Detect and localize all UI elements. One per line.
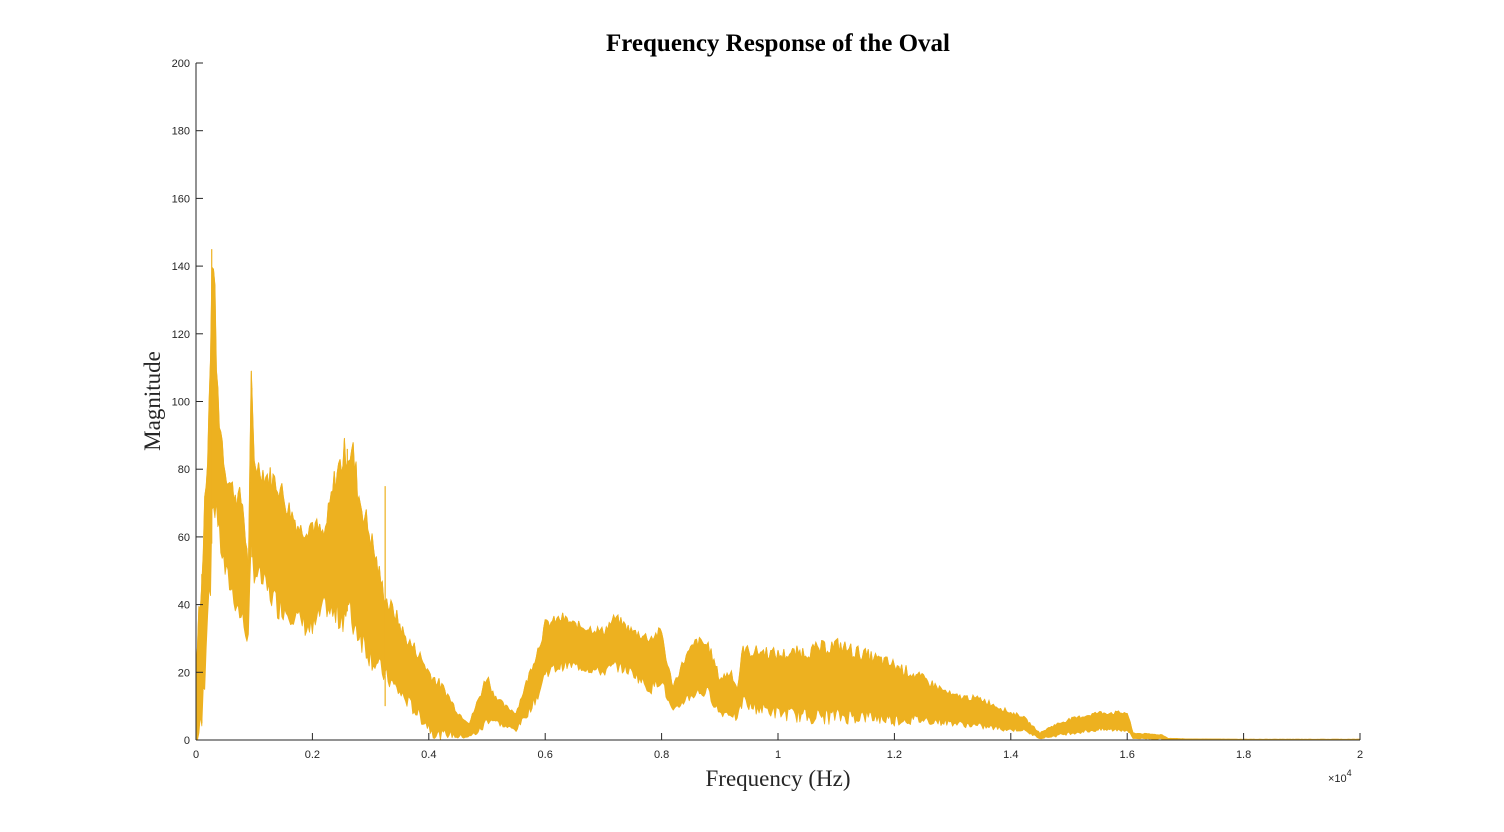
y-axis: 0 20 40 60 80 100 120 140 160 180 200 [172,58,203,747]
y-tick-label: 120 [172,329,190,341]
y-tick-label: 80 [178,464,190,476]
y-tick-label: 100 [172,397,190,409]
y-tick-label: 20 [178,667,190,679]
series-line [195,266,1361,740]
plot-area [195,249,1361,741]
chart-title: Frequency Response of the Oval [606,30,950,57]
x-tick-label: 0.8 [654,749,669,761]
x-tick-label: 0.2 [305,749,320,761]
x-tick-label: 1.8 [1236,749,1251,761]
x-tick-label: 1.6 [1120,749,1135,761]
x-tick-label: 1 [775,749,781,761]
y-tick-label: 0 [184,735,190,747]
x-axis-label: Frequency (Hz) [706,766,851,791]
y-tick-label: 140 [172,261,190,273]
series-band [195,267,1361,741]
x-tick-label: 0.4 [421,749,436,761]
x-tick-label: 0 [193,749,199,761]
y-tick-label: 160 [172,193,190,205]
x-tick-label: 0.6 [538,749,553,761]
y-tick-label: 60 [178,532,190,544]
y-tick-label: 180 [172,126,190,138]
y-tick-label: 200 [172,58,190,70]
y-axis-label: Magnitude [140,351,165,451]
x-tick-label: 1.2 [887,749,902,761]
x-axis-exponent-base: ×10 [1328,773,1347,785]
x-axis-exponent: ×104 [1328,768,1352,785]
x-tick-label: 2 [1357,749,1363,761]
x-axis-exponent-power: 4 [1347,768,1352,778]
x-tick-label: 1.4 [1003,749,1018,761]
y-tick-label: 40 [178,600,190,612]
x-axis: 0 0.2 0.4 0.6 0.8 1 1.2 1.4 1.6 1.8 2 [193,733,1363,761]
